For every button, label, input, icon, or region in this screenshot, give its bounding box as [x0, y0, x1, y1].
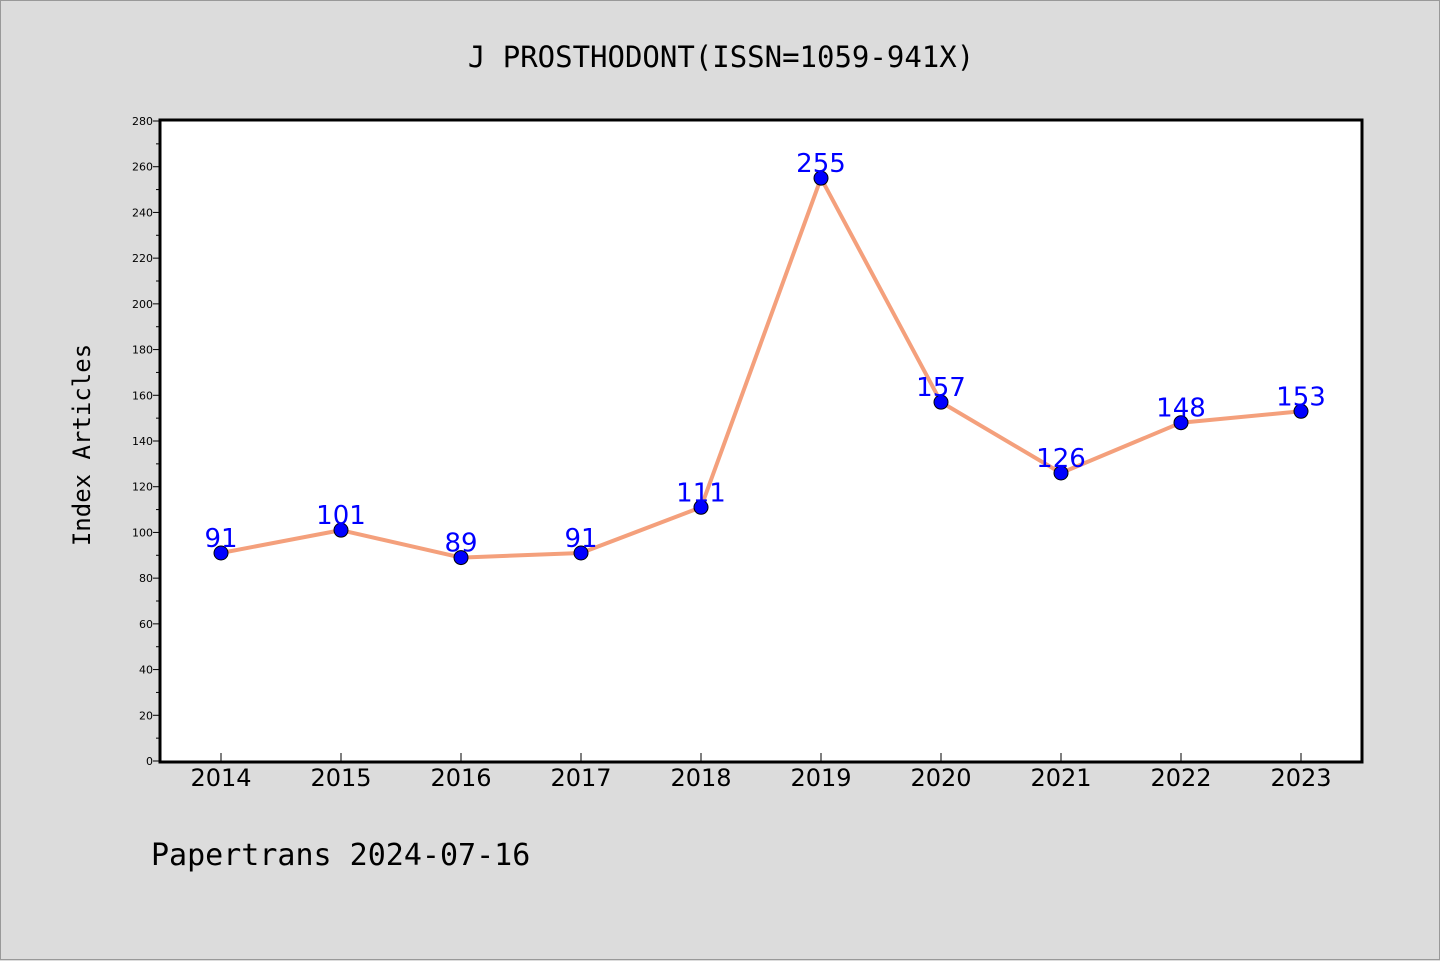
data-point: [213, 545, 229, 561]
y-tick-label: 180: [132, 344, 153, 357]
data-point: [573, 545, 589, 561]
y-tick-label: 220: [132, 252, 153, 265]
y-tick-label: 140: [132, 435, 153, 448]
x-tick-label: 2018: [670, 764, 731, 792]
data-labels-group: 91 101 89 91 111 255 157 126 148 153: [204, 149, 1325, 558]
y-tick-label: 40: [139, 664, 153, 677]
y-tick-label: 20: [139, 709, 153, 722]
data-label: 91: [564, 524, 597, 554]
y-axis: 0 20 40 60 80 100 120 140 160 180 200 220 240 260 280: [132, 115, 161, 768]
y-tick-label: 80: [139, 572, 153, 585]
data-point: [333, 522, 349, 538]
y-tick-label: 240: [132, 206, 153, 219]
y-tick-label: 60: [139, 618, 153, 631]
data-point: [693, 499, 709, 515]
series-group: [213, 170, 1309, 566]
series-line: [220, 176, 1302, 560]
data-point: [1173, 415, 1189, 431]
y-tick-label: 0: [146, 755, 153, 768]
data-label: 111: [676, 478, 726, 508]
data-point: [933, 394, 949, 410]
y-tick-label: 160: [132, 389, 153, 402]
chart-title: J PROSTHODONT(ISSN=1059-941X): [468, 40, 974, 74]
data-label: 126: [1036, 444, 1086, 474]
footer-credit: Papertrans 2024-07-16: [151, 838, 530, 873]
x-tick-label: 2015: [310, 764, 371, 792]
x-tick-label: 2014: [190, 764, 251, 792]
data-point: [1293, 403, 1309, 419]
x-tick-label: 2023: [1270, 764, 1331, 792]
x-axis: 2014 2015 2016 2017 2018 2019 2020 2021 2022 2023: [190, 753, 1332, 792]
data-label: 157: [916, 373, 966, 403]
data-point: [813, 170, 829, 186]
x-tick-label: 2016: [430, 764, 491, 792]
x-tick-label: 2022: [1150, 764, 1211, 792]
y-axis-label: Index Articles: [68, 344, 96, 546]
y-tick-label: 120: [132, 481, 153, 494]
x-tick-label: 2019: [790, 764, 851, 792]
x-tick-label: 2020: [910, 764, 971, 792]
data-point: [1053, 465, 1069, 481]
data-label: 148: [1156, 394, 1206, 424]
y-tick-label: 280: [132, 115, 153, 128]
y-tick-label: 100: [132, 526, 153, 539]
data-label: 153: [1276, 382, 1326, 412]
data-point: [453, 550, 469, 566]
data-label: 255: [796, 149, 846, 179]
plot-area: [158, 118, 1364, 764]
x-tick-label: 2021: [1030, 764, 1091, 792]
y-tick-label: 200: [132, 298, 153, 311]
x-tick-label: 2017: [550, 764, 611, 792]
data-label: 89: [444, 529, 477, 559]
data-label: 91: [204, 524, 237, 554]
y-tick-label: 260: [132, 161, 153, 174]
data-label: 101: [316, 501, 366, 531]
